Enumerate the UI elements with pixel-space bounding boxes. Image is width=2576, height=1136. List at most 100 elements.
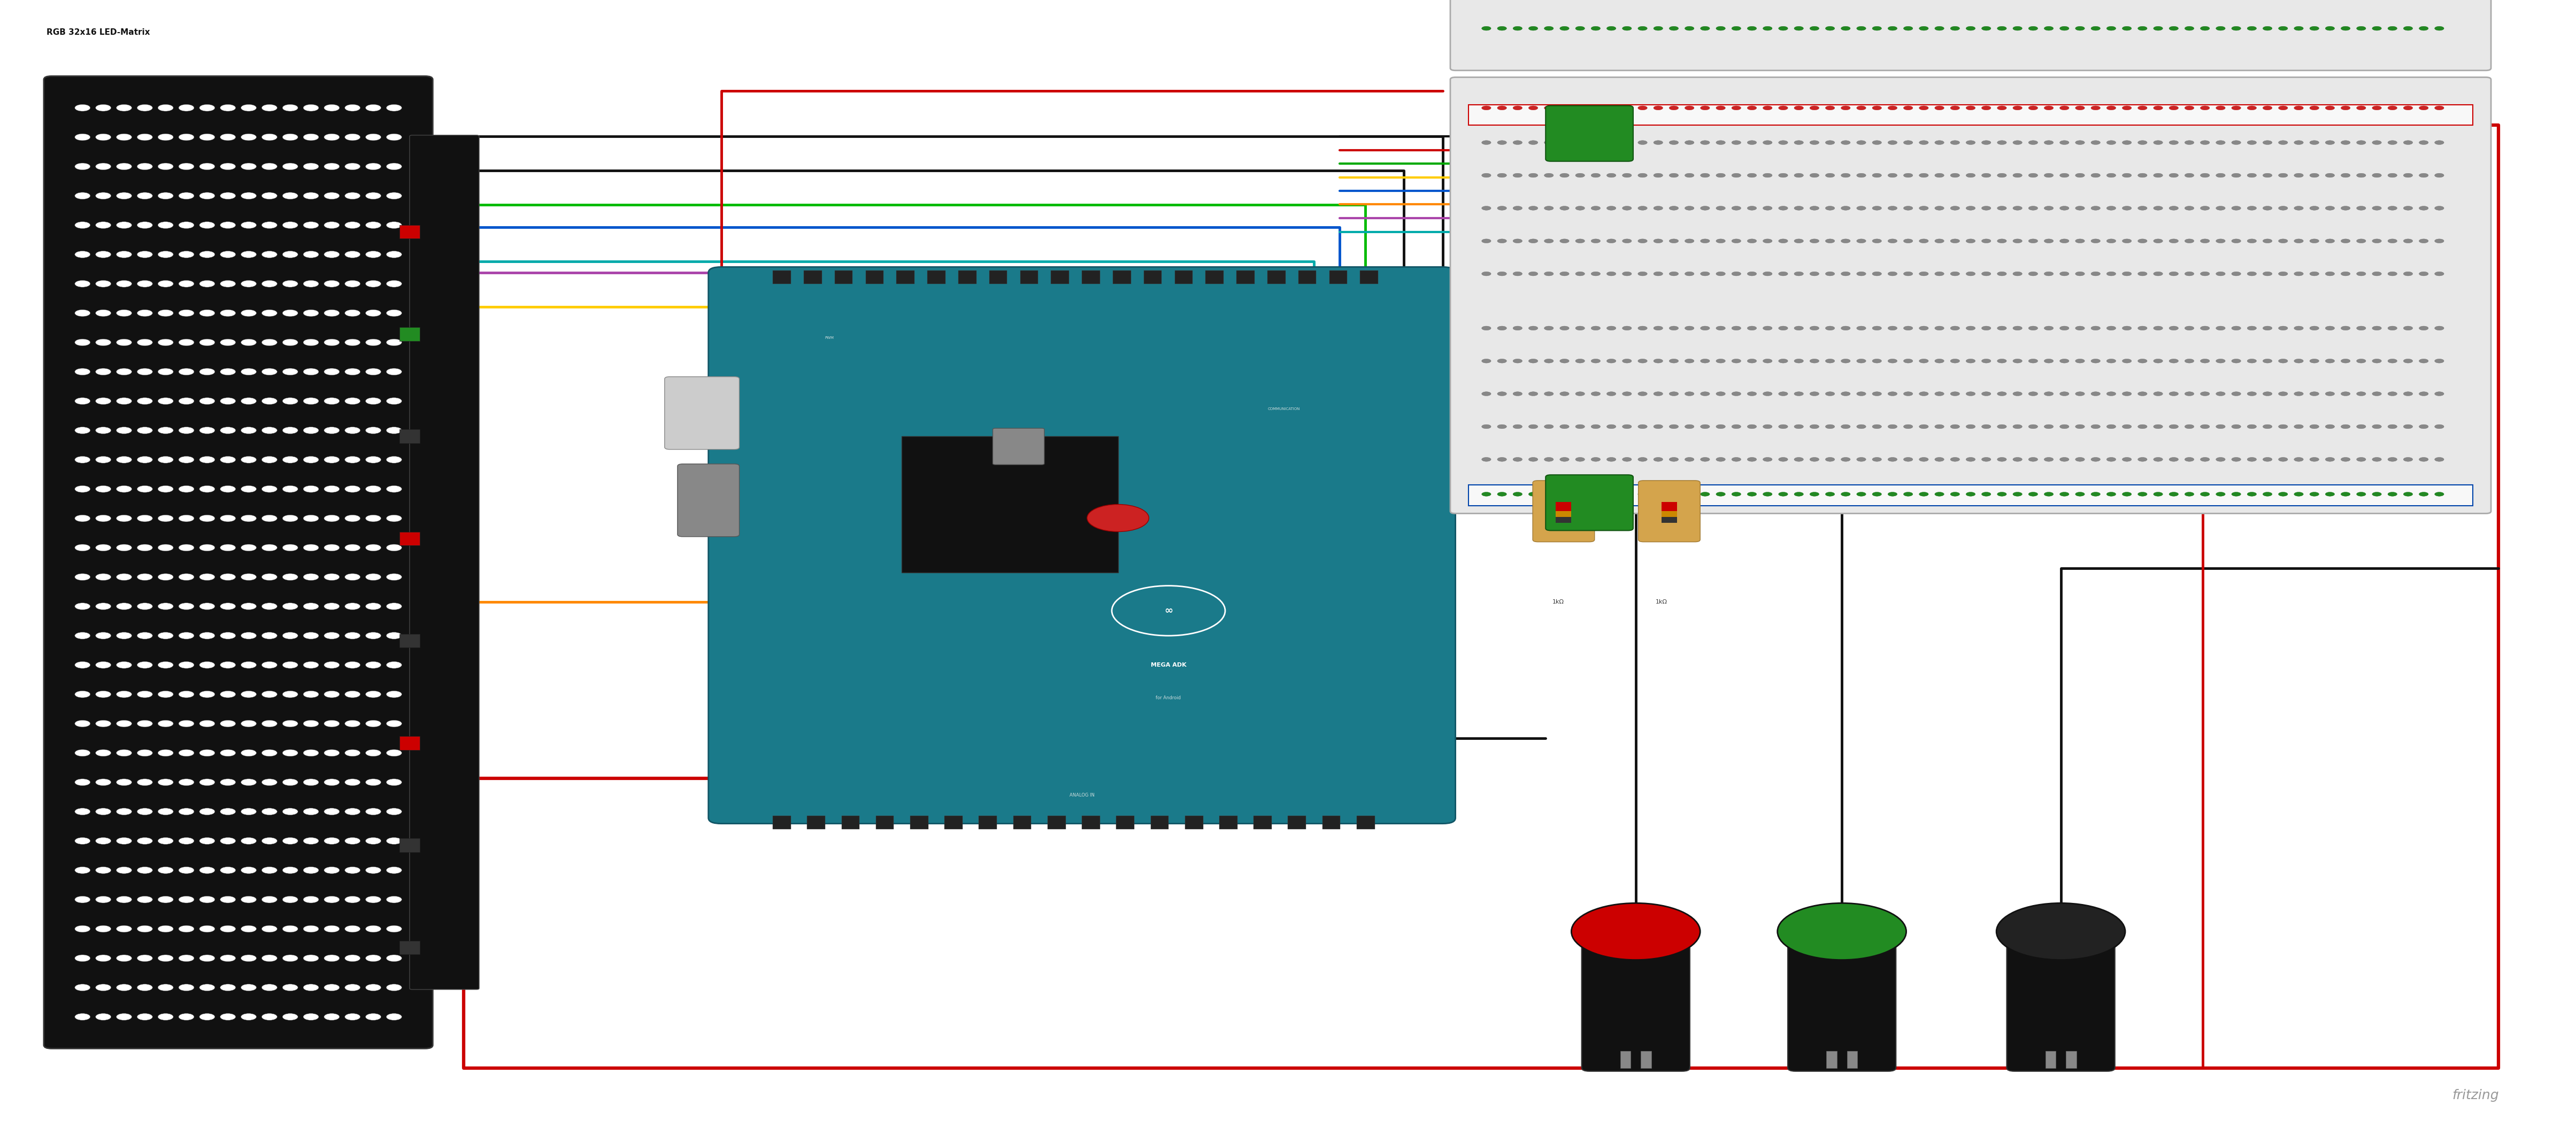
- Circle shape: [2215, 174, 2226, 177]
- Circle shape: [1528, 458, 1538, 461]
- Circle shape: [1919, 239, 1929, 243]
- Circle shape: [219, 515, 234, 521]
- Circle shape: [116, 633, 131, 640]
- Circle shape: [116, 574, 131, 580]
- Circle shape: [198, 926, 214, 933]
- Circle shape: [1904, 26, 1914, 31]
- FancyBboxPatch shape: [44, 76, 433, 1049]
- Circle shape: [1965, 206, 1976, 210]
- Circle shape: [137, 251, 152, 258]
- Circle shape: [2246, 492, 2257, 496]
- Circle shape: [178, 368, 193, 375]
- Circle shape: [219, 544, 234, 551]
- Circle shape: [242, 926, 258, 933]
- Circle shape: [137, 398, 152, 404]
- FancyBboxPatch shape: [677, 463, 739, 536]
- Circle shape: [1685, 272, 1695, 276]
- Circle shape: [1731, 106, 1741, 110]
- Circle shape: [116, 779, 131, 786]
- Circle shape: [304, 485, 319, 492]
- Circle shape: [2295, 326, 2303, 331]
- Circle shape: [2246, 141, 2257, 144]
- FancyBboxPatch shape: [1556, 508, 1571, 517]
- Circle shape: [1762, 359, 1772, 364]
- Circle shape: [386, 398, 402, 404]
- Circle shape: [2012, 359, 2022, 364]
- FancyBboxPatch shape: [399, 838, 420, 852]
- Circle shape: [198, 485, 214, 492]
- FancyBboxPatch shape: [806, 816, 824, 829]
- Circle shape: [1623, 174, 1631, 177]
- Circle shape: [1747, 206, 1757, 210]
- Circle shape: [1777, 425, 1788, 428]
- Circle shape: [2342, 272, 2349, 276]
- Circle shape: [2311, 106, 2318, 110]
- Circle shape: [2342, 141, 2349, 144]
- Circle shape: [325, 633, 340, 640]
- Circle shape: [2357, 425, 2365, 428]
- Circle shape: [198, 164, 214, 170]
- FancyBboxPatch shape: [1051, 270, 1069, 284]
- Circle shape: [345, 750, 361, 757]
- Circle shape: [1669, 26, 1680, 31]
- Circle shape: [1497, 26, 1507, 31]
- Circle shape: [137, 457, 152, 463]
- Circle shape: [1996, 26, 2007, 31]
- Circle shape: [2138, 425, 2148, 428]
- Circle shape: [325, 867, 340, 874]
- Circle shape: [178, 867, 193, 874]
- Circle shape: [116, 926, 131, 933]
- Circle shape: [304, 251, 319, 258]
- Circle shape: [2107, 106, 2115, 110]
- Circle shape: [386, 633, 402, 640]
- Circle shape: [242, 310, 258, 317]
- Circle shape: [2419, 26, 2429, 31]
- Circle shape: [1935, 106, 1945, 110]
- Circle shape: [1528, 425, 1538, 428]
- Circle shape: [2326, 392, 2334, 395]
- Circle shape: [1592, 425, 1600, 428]
- Circle shape: [2231, 106, 2241, 110]
- Circle shape: [1777, 392, 1788, 395]
- Circle shape: [2123, 239, 2130, 243]
- Circle shape: [345, 603, 361, 610]
- Circle shape: [137, 720, 152, 727]
- Circle shape: [1762, 174, 1772, 177]
- FancyBboxPatch shape: [1298, 270, 1316, 284]
- FancyBboxPatch shape: [1151, 816, 1170, 829]
- Circle shape: [1512, 206, 1522, 210]
- Circle shape: [198, 954, 214, 961]
- Circle shape: [1113, 586, 1226, 636]
- Circle shape: [1842, 458, 1850, 461]
- Circle shape: [1731, 206, 1741, 210]
- Circle shape: [157, 164, 173, 170]
- Circle shape: [1873, 106, 1880, 110]
- Circle shape: [304, 105, 319, 111]
- Circle shape: [325, 398, 340, 404]
- Circle shape: [75, 954, 90, 961]
- Circle shape: [263, 603, 278, 610]
- Circle shape: [263, 720, 278, 727]
- Circle shape: [283, 984, 299, 991]
- Circle shape: [219, 896, 234, 903]
- Circle shape: [1777, 272, 1788, 276]
- Circle shape: [2388, 326, 2398, 331]
- Circle shape: [2138, 326, 2148, 331]
- Circle shape: [219, 1013, 234, 1020]
- Circle shape: [2154, 326, 2164, 331]
- Circle shape: [178, 398, 193, 404]
- Circle shape: [219, 603, 234, 610]
- Circle shape: [157, 427, 173, 434]
- Circle shape: [198, 457, 214, 463]
- Circle shape: [1873, 492, 1880, 496]
- Circle shape: [2262, 174, 2272, 177]
- Circle shape: [1623, 359, 1631, 364]
- Circle shape: [325, 427, 340, 434]
- Circle shape: [137, 808, 152, 815]
- Circle shape: [137, 1013, 152, 1020]
- FancyBboxPatch shape: [1115, 816, 1133, 829]
- Circle shape: [366, 837, 381, 844]
- Circle shape: [2027, 106, 2038, 110]
- Circle shape: [1497, 239, 1507, 243]
- Circle shape: [1669, 425, 1680, 428]
